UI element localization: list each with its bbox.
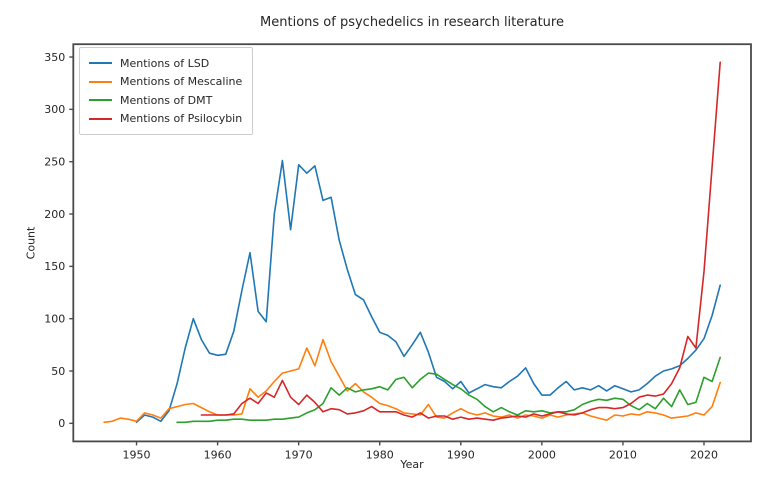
legend-swatch-psilocybin [89, 117, 112, 120]
legend-swatch-mescaline [89, 80, 112, 83]
x-tick-label: 2010 [609, 448, 637, 461]
legend-label-mescaline: Mentions of Mescaline [120, 75, 243, 89]
legend-label-psilocybin: Mentions of Psilocybin [120, 112, 243, 126]
x-tick-label: 1980 [366, 448, 394, 461]
x-tick-label: 1990 [447, 448, 475, 461]
y-tick-label: 300 [44, 103, 65, 116]
x-tick-label: 2020 [690, 448, 718, 461]
y-tick-label: 250 [44, 155, 65, 168]
series-line-mentions-of-lsd [135, 159, 722, 424]
series-line-mentions-of-psilocybin [200, 61, 722, 422]
legend-swatch-dmt [89, 99, 112, 102]
y-tick-label: 100 [44, 312, 65, 325]
x-tick-label: 1960 [204, 448, 232, 461]
x-tick-label: 1970 [285, 448, 313, 461]
x-tick-label: 1950 [123, 448, 151, 461]
y-tick-label: 150 [44, 260, 65, 273]
y-tick-label: 200 [44, 208, 65, 221]
x-axis-label: Year [400, 458, 424, 471]
legend-item-lsd: Mentions of LSD [89, 54, 242, 73]
legend-label-lsd: Mentions of LSD [120, 56, 210, 70]
legend-item-psilocybin: Mentions of Psilocybin [89, 110, 242, 129]
axes-frame [72, 43, 752, 443]
legend-item-dmt: Mentions of DMT [89, 91, 242, 110]
legend-swatch-lsd [89, 62, 112, 65]
legend: Mentions of LSD Mentions of Mescaline Me… [79, 47, 254, 135]
y-tick-label: 50 [51, 365, 65, 378]
legend-item-mescaline: Mentions of Mescaline [89, 73, 242, 92]
y-tick-label: 350 [44, 51, 65, 64]
legend-label-dmt: Mentions of DMT [120, 93, 213, 107]
y-axis-label: Count [24, 226, 38, 260]
series-line-mentions-of-mescaline [103, 338, 722, 424]
x-tick-label: 2000 [528, 448, 556, 461]
chart-title: Mentions of psychedelics in research lit… [260, 15, 564, 30]
y-tick-label: 0 [58, 417, 65, 430]
